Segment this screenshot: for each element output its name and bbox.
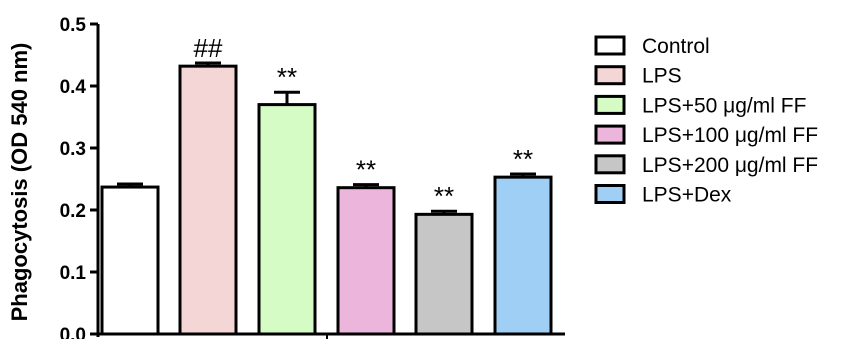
significance-label-2: ** [277, 62, 297, 92]
legend-swatch-0 [594, 35, 626, 56]
legend-swatch-5 [594, 184, 626, 204]
legend-label-3: LPS+100 μg/ml FF [642, 124, 818, 147]
y-tick-label-2: 0.2 [60, 201, 86, 222]
legend-label-1: LPS [642, 65, 682, 88]
bar-3 [336, 186, 396, 336]
bar-2 [257, 103, 317, 336]
bar-5 [493, 175, 553, 336]
y-tick-label-4: 0.4 [60, 77, 87, 98]
bars: ## ** ** ** ** [100, 33, 553, 336]
y-tick-label-3: 0.3 [60, 139, 86, 160]
bar-4 [414, 212, 474, 336]
bar-1 [178, 64, 238, 336]
y-axis-label: Phagocytosis (OD 540 nm) [7, 43, 32, 322]
y-tick-label-5: 0.5 [60, 15, 87, 36]
legend-swatch-4 [594, 154, 626, 175]
legend-swatch-2 [594, 94, 626, 115]
y-tick-label-1: 0.1 [60, 263, 87, 284]
bar-0 [100, 185, 160, 336]
significance-label-3: ** [356, 155, 376, 185]
legend-label-0: Control [642, 35, 710, 58]
significance-label-1: ## [194, 33, 223, 63]
y-tick-label-0: 0.0 [60, 325, 86, 339]
legend: Control LPS LPS+50 μg/ml FF LPS+100 μg/ml F… [594, 35, 818, 207]
legend-label-5: LPS+Dex [642, 184, 732, 207]
legend-label-4: LPS+200 μg/ml FF [642, 154, 818, 177]
significance-label-4: ** [434, 181, 454, 211]
legend-swatch-1 [594, 65, 626, 86]
legend-label-2: LPS+50 μg/ml FF [642, 94, 806, 117]
legend-swatch-3 [594, 124, 626, 145]
significance-label-5: ** [513, 144, 533, 174]
